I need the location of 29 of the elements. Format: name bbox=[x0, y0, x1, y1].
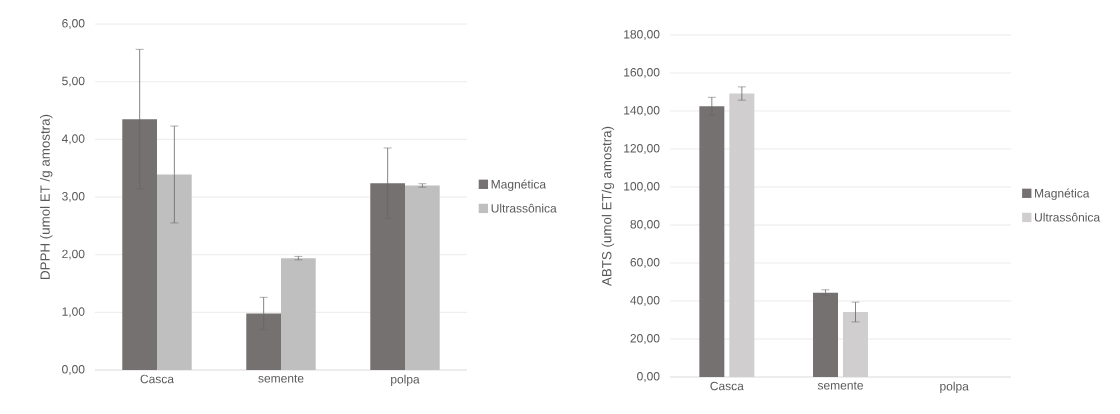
y-tick-label: 180,00 bbox=[624, 30, 660, 40]
y-tick-label: 0,00 bbox=[637, 372, 660, 382]
y-tick-label: 160,00 bbox=[624, 68, 660, 78]
y-tick-label: 3,00 bbox=[62, 192, 85, 202]
y-tick-label: 140,00 bbox=[624, 106, 660, 116]
y-tick-label: 40,00 bbox=[630, 296, 660, 306]
x-tick-label: polpa bbox=[391, 374, 420, 386]
legend-label: Ultrassônica bbox=[1035, 212, 1101, 222]
legend-label: Ultrassônica bbox=[491, 203, 557, 213]
y-tick-label: 80,00 bbox=[630, 220, 660, 230]
x-tick-label: semente bbox=[817, 381, 863, 390]
y-tick-label: 100,00 bbox=[624, 182, 660, 192]
x-tick-label: polpa bbox=[940, 381, 969, 393]
y-tick-label: 2,00 bbox=[62, 249, 85, 260]
y-tick-label: 0,00 bbox=[62, 365, 85, 375]
y-tick-label: 1,00 bbox=[62, 307, 85, 318]
y-tick-label: 20,00 bbox=[630, 334, 660, 344]
legend-label: Magnética bbox=[491, 179, 547, 191]
y-tick-label: 6,00 bbox=[62, 19, 85, 29]
x-tick-label: Casca bbox=[710, 381, 744, 391]
y-tick-label: 5,00 bbox=[62, 76, 85, 87]
y-axis-title: ABTS (umol ET/g amostra) bbox=[601, 126, 615, 286]
y-tick-label: 4,00 bbox=[61, 134, 85, 145]
y-tick-label: 60,00 bbox=[630, 258, 660, 268]
legend-label: Magnética bbox=[1035, 188, 1090, 200]
y-tick-label: 120,00 bbox=[624, 144, 660, 154]
y-axis-title: DPPH (umol ET /g amostra) bbox=[40, 114, 53, 279]
x-tick-label: Casca bbox=[140, 374, 174, 384]
x-tick-label: semente bbox=[258, 374, 304, 383]
